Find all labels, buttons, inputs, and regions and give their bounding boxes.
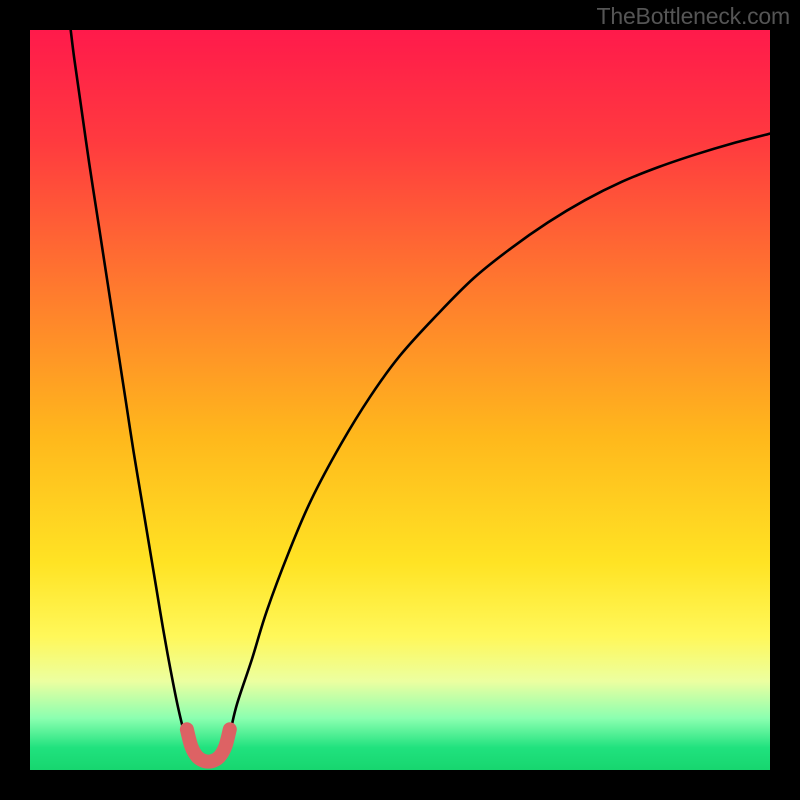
chart-svg <box>0 0 800 800</box>
watermark-text: TheBottleneck.com <box>597 3 790 30</box>
gradient-background <box>30 30 770 770</box>
chart-stage: TheBottleneck.com <box>0 0 800 800</box>
